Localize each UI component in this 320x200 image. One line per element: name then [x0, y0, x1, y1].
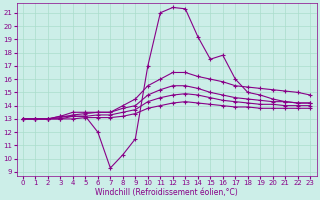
- X-axis label: Windchill (Refroidissement éolien,°C): Windchill (Refroidissement éolien,°C): [95, 188, 238, 197]
